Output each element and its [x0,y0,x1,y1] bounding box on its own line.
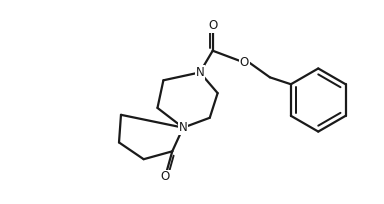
Text: O: O [240,56,249,69]
Text: O: O [161,171,170,183]
Text: O: O [208,19,217,32]
Text: N: N [179,121,187,134]
Text: N: N [195,66,204,79]
